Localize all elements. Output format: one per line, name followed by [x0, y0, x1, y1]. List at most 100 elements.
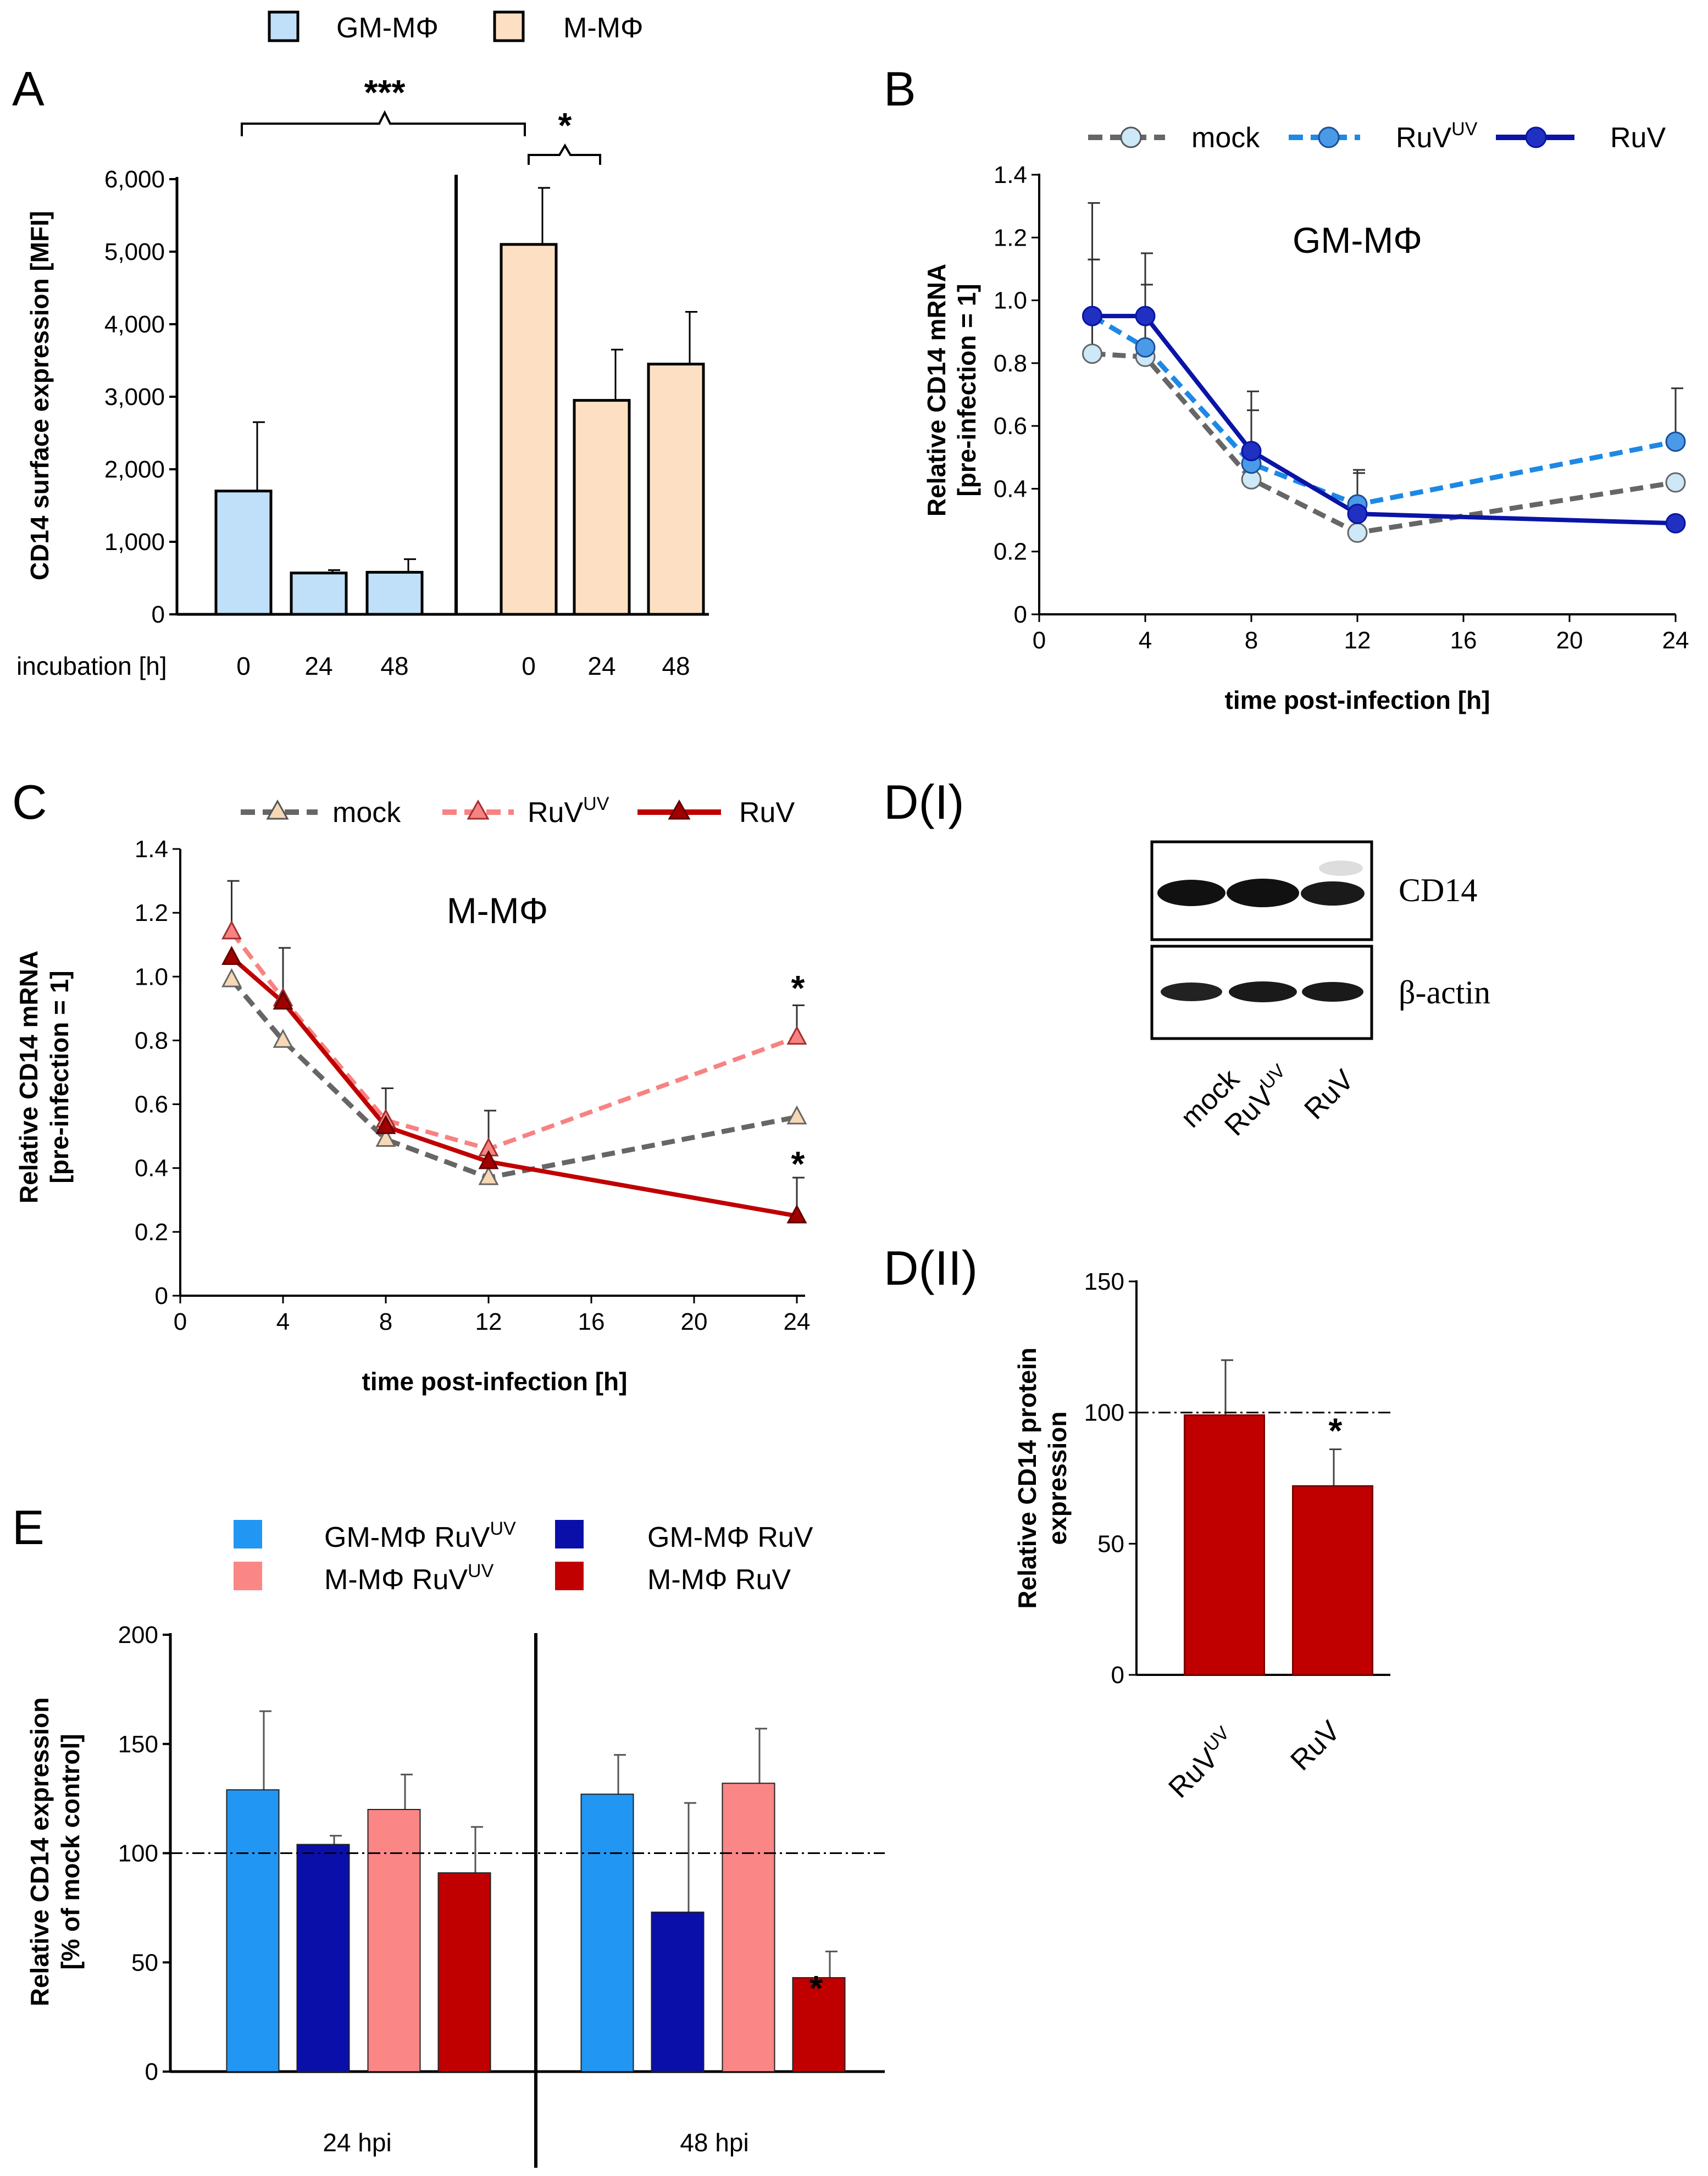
c-y-tick-label: 0.2	[135, 1219, 168, 1246]
panel-letter-b: B	[884, 62, 916, 116]
e-legend-swatch-gm-ruv	[555, 1520, 584, 1548]
a-y-tick-label: 1,000	[104, 529, 165, 556]
e-legend-label-gm-ruv: GM-MΦ RuV	[647, 1522, 813, 1553]
b-series-line-mock	[1092, 351, 1676, 536]
c-y-tick-label: 0.8	[135, 1027, 168, 1054]
blot-band-cd14-ruv	[1301, 881, 1365, 906]
c-x-tick-label: 8	[379, 1308, 392, 1335]
blot-band-actin-mock	[1161, 982, 1222, 1001]
e-legend-label-m-ruvuv: M-MΦ RuVUV	[324, 1561, 494, 1596]
c-series-line-mock	[230, 978, 797, 1180]
a-bar	[214, 490, 273, 616]
e-significance-star: *	[809, 1968, 823, 2008]
c-legend-mock-marker	[266, 799, 289, 820]
blot-band-actin-ruv	[1302, 982, 1363, 1002]
c-significance-star-ruv: *	[791, 1144, 805, 1184]
b-y-tick-label: 0.4	[994, 475, 1027, 502]
d2-y-tick-label: 50	[1097, 1530, 1124, 1557]
c-legend-ruv-label: RuV	[739, 797, 795, 829]
e-y-axis-title-line1: Relative CD14 expression	[25, 1697, 54, 2007]
a-y-axis-title: CD14 surface expression [MFI]	[25, 211, 54, 580]
b-legend-mock-label: mock	[1191, 122, 1260, 154]
e-bar	[296, 1844, 350, 2073]
blot-background-smear	[1319, 861, 1363, 876]
d2-significance-star: *	[1329, 1411, 1343, 1450]
b-point-ruvuv	[1665, 431, 1686, 452]
d2-y-axis-title-line2: expression	[1043, 1412, 1072, 1545]
blot-band-cd14-mock	[1157, 880, 1225, 906]
a-x-tick: 48	[662, 652, 690, 680]
c-point-ruvuv	[221, 920, 242, 940]
a-bar	[573, 399, 631, 616]
c-point-mock	[786, 1105, 807, 1125]
b-legend-ruvuv-marker	[1318, 126, 1340, 148]
c-x-tick-label: 4	[276, 1308, 290, 1335]
legend-swatch-m	[493, 10, 525, 42]
a-bar	[290, 571, 348, 616]
d2-y-axis-title-line1: Relative CD14 protein	[1013, 1347, 1041, 1608]
c-series-line-ruvuv	[230, 930, 798, 1152]
c-legend-ruvuv-label: RuVUV	[528, 793, 609, 829]
panel-letter-d1: D(I)	[884, 775, 964, 829]
blot-band-cd14-ruvuv	[1227, 879, 1299, 907]
c-y-tick-label: 1.0	[135, 963, 168, 990]
e-legend-label-gm-ruvuv: GM-MΦ RuVUV	[324, 1518, 516, 1553]
b-inner-title: GM-MΦ	[1293, 220, 1422, 260]
b-x-tick-label: 4	[1139, 627, 1152, 654]
b-point-ruv	[1347, 503, 1368, 524]
c-point-mock	[478, 1165, 499, 1185]
e-y-tick-label: 0	[145, 2058, 158, 2085]
chart-a: GM-MΦ M-MΦ 0 1,000 2,000 3,000 4,000 5,000 6,0…	[16, 10, 709, 680]
b-y-axis-title-line1: Relative CD14 mRNA	[922, 264, 951, 517]
c-point-ruv	[273, 990, 293, 1010]
b-series-line-ruvuv	[1091, 314, 1676, 507]
e-bar	[722, 1783, 775, 2073]
c-y-axis-title-line2: [pre-infection = 1]	[45, 970, 74, 1183]
a-bracket-long	[241, 110, 526, 136]
a-x-tick: 24	[587, 652, 615, 680]
b-x-tick-label: 20	[1556, 627, 1583, 654]
a-bar	[365, 570, 424, 616]
c-y-tick-label: 1.4	[135, 836, 168, 863]
panel-letter-a: A	[12, 62, 45, 116]
c-inner-title: M-MΦ	[447, 890, 548, 931]
b-point-ruv	[1241, 441, 1262, 462]
c-x-axis-title: time post-infection [h]	[362, 1367, 628, 1396]
panel-letter-d2: D(II)	[884, 1241, 978, 1295]
e-x-group-label: 48 hpi	[680, 2128, 748, 2157]
e-y-tick-label: 100	[118, 1840, 158, 1867]
a-bar	[500, 243, 558, 616]
a-y-tick-label: 0	[152, 601, 165, 628]
blot-lane-ruv: RuV	[1298, 1064, 1360, 1126]
b-legend-ruv-marker	[1525, 126, 1547, 148]
c-y-tick-label: 0	[155, 1283, 168, 1309]
chart-d2: 0 50 100 150 * Relative CD14 protein expres…	[1013, 1268, 1393, 1804]
d2-bar	[1292, 1485, 1373, 1676]
e-y-tick-label: 150	[118, 1731, 158, 1758]
c-y-axis-title-line1: Relative CD14 mRNA	[14, 951, 43, 1203]
chart-c: mock RuVUV RuV 0 0.2 0.4 0.6 0.8 1.0 1.2 1.4 0 4 8…	[14, 793, 810, 1396]
a-y-tick-label: 5,000	[104, 238, 165, 265]
c-y-tick-label: 1.2	[135, 900, 168, 926]
b-point-ruv	[1665, 513, 1686, 534]
c-x-tick-label: 12	[475, 1308, 502, 1335]
c-series-line-ruv	[230, 956, 797, 1218]
c-point-ruv	[478, 1150, 499, 1169]
a-x-prefix: incubation [h]	[16, 652, 167, 680]
c-legend-ruv-marker	[668, 799, 691, 820]
e-bar	[580, 1794, 634, 2073]
c-point-mock	[273, 1029, 293, 1048]
d2-x-tick-ruv: RuV	[1284, 1715, 1346, 1777]
b-y-tick-label: 0.6	[994, 413, 1027, 440]
b-series-line-ruv	[1092, 314, 1676, 526]
c-legend-mock-label: mock	[332, 797, 401, 829]
b-point-ruvuv	[1135, 337, 1156, 358]
e-bar	[367, 1809, 421, 2072]
b-point-mock	[1665, 472, 1686, 493]
e-bar	[226, 1789, 280, 2073]
b-point-ruv	[1082, 306, 1102, 326]
e-legend-swatch-m-ruv	[555, 1562, 584, 1590]
a-x-tick: 0	[236, 652, 251, 680]
b-x-tick-label: 0	[1033, 627, 1046, 654]
